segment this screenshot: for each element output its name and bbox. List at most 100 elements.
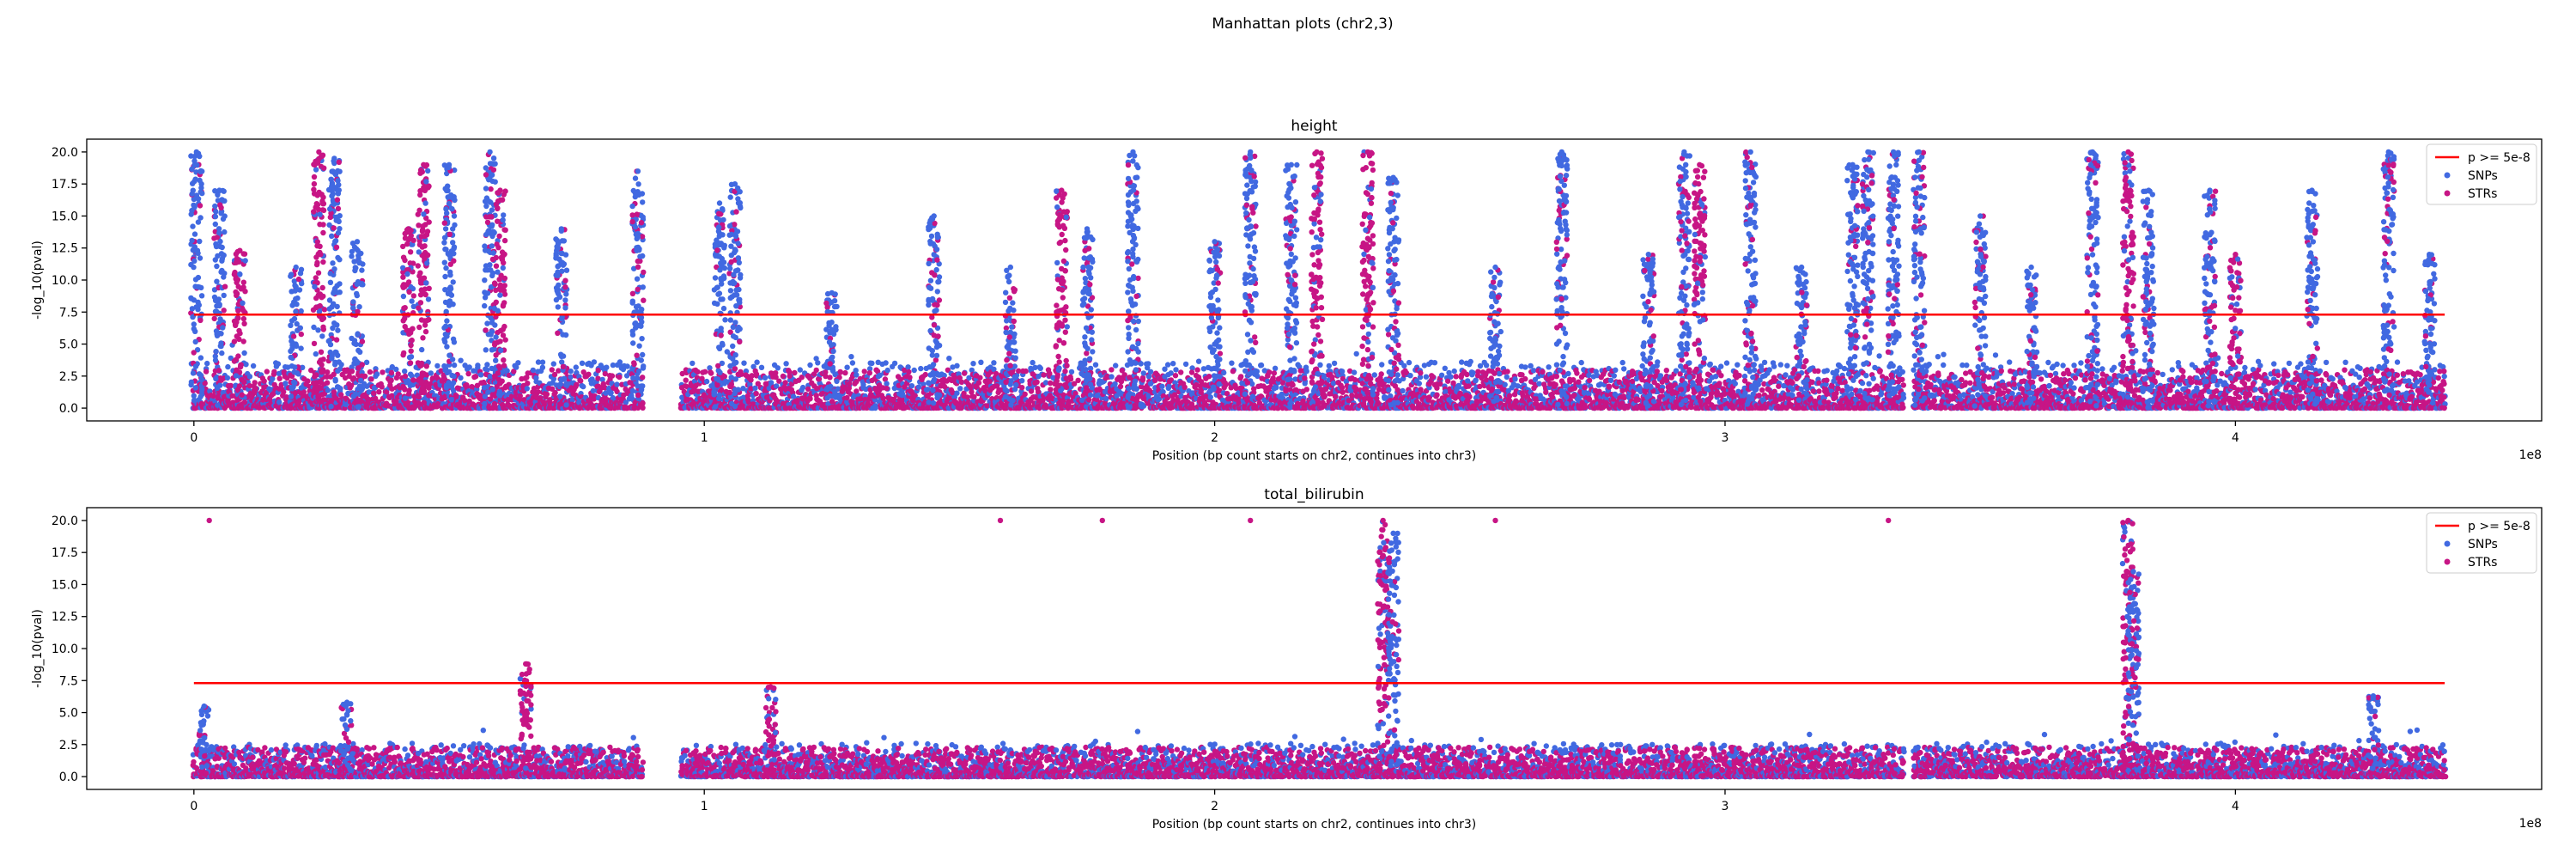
snp-point (325, 387, 331, 393)
snp-point (458, 375, 463, 381)
snp-point (885, 368, 890, 373)
str-point (708, 370, 714, 375)
snp-point (1221, 370, 1226, 375)
str-point (792, 370, 797, 375)
snp-point (916, 385, 921, 390)
snp-point (1379, 362, 1384, 367)
snp-point (759, 365, 764, 370)
snp-point (754, 360, 759, 365)
str-point (1194, 367, 1200, 372)
snp-point (515, 360, 520, 365)
str-point (823, 369, 828, 375)
snp-point (912, 368, 917, 373)
str-point (907, 375, 912, 380)
str-point (827, 375, 832, 380)
str-point (1304, 387, 1309, 392)
str-point (578, 378, 583, 383)
str-point (1173, 373, 1178, 378)
str-point (1075, 378, 1080, 383)
str-point (465, 371, 471, 376)
str-point (1483, 373, 1488, 378)
str-point (1272, 370, 1277, 375)
str-point (906, 369, 911, 375)
snp-point (1093, 362, 1098, 368)
snp-point (1303, 368, 1309, 373)
snp-point (905, 364, 910, 369)
str-point (228, 383, 234, 388)
str-point (550, 367, 555, 372)
str-point (923, 372, 928, 377)
snp-point (276, 399, 282, 405)
str-point (977, 375, 982, 381)
snp-point (276, 361, 281, 366)
snp-point (1155, 397, 1160, 402)
snp-point (1109, 374, 1114, 379)
snp-point (690, 361, 695, 366)
str-point (1118, 384, 1123, 389)
str-point (376, 389, 381, 394)
str-point (412, 405, 417, 410)
snp-point (815, 360, 820, 365)
snp-point (991, 360, 996, 365)
str-point (1029, 388, 1034, 393)
str-point (379, 381, 384, 387)
snp-point (1259, 362, 1264, 368)
str-point (387, 379, 392, 384)
str-point (884, 386, 889, 391)
str-point (525, 381, 530, 386)
snp-point (1145, 361, 1151, 366)
str-point (1047, 371, 1052, 376)
snp-point (1303, 381, 1308, 386)
snp-point (1170, 361, 1176, 366)
snp-point (1273, 366, 1278, 371)
scatter-points (188, 149, 2448, 411)
snp-point (1019, 378, 1024, 383)
str-point (271, 369, 276, 375)
snp-point (854, 372, 859, 377)
snp-point (1468, 359, 1473, 364)
str-point (1109, 367, 1114, 372)
str-point (1333, 394, 1338, 399)
snp-point (478, 372, 483, 377)
snp-point (954, 391, 959, 396)
snp-point (333, 378, 338, 383)
snp-point (800, 385, 805, 390)
snp-point (525, 386, 530, 391)
str-point (847, 386, 852, 391)
snp-point (1417, 381, 1422, 386)
snp-point (1327, 363, 1332, 369)
snp-point (1208, 394, 1213, 399)
snp-point (1113, 362, 1118, 368)
snp-point (798, 367, 803, 372)
snp-point (892, 361, 897, 366)
snp-point (204, 361, 210, 366)
str-point (964, 394, 969, 399)
snp-point (1352, 369, 1357, 375)
snp-point (783, 361, 788, 366)
str-point (987, 379, 993, 384)
str-point (722, 374, 727, 379)
snp-point (762, 375, 768, 381)
str-point (1230, 369, 1236, 374)
str-point (1223, 382, 1228, 387)
snp-point (1452, 369, 1457, 374)
str-point (371, 391, 376, 396)
snp-point (1354, 351, 1359, 356)
str-point (1178, 369, 1183, 375)
str-point (389, 370, 394, 375)
snp-point (1432, 360, 1437, 365)
str-point (1464, 372, 1469, 377)
snp-point (533, 375, 538, 381)
str-point (1431, 375, 1436, 380)
snp-point (970, 361, 975, 366)
snp-point (850, 360, 855, 365)
str-point (748, 377, 753, 382)
panel-title: height (1291, 118, 1338, 135)
str-point (1466, 383, 1471, 388)
str-point (695, 369, 700, 375)
str-point (1034, 380, 1039, 385)
snp-point (580, 384, 586, 389)
str-point (253, 386, 258, 391)
snp-point (1406, 360, 1412, 365)
